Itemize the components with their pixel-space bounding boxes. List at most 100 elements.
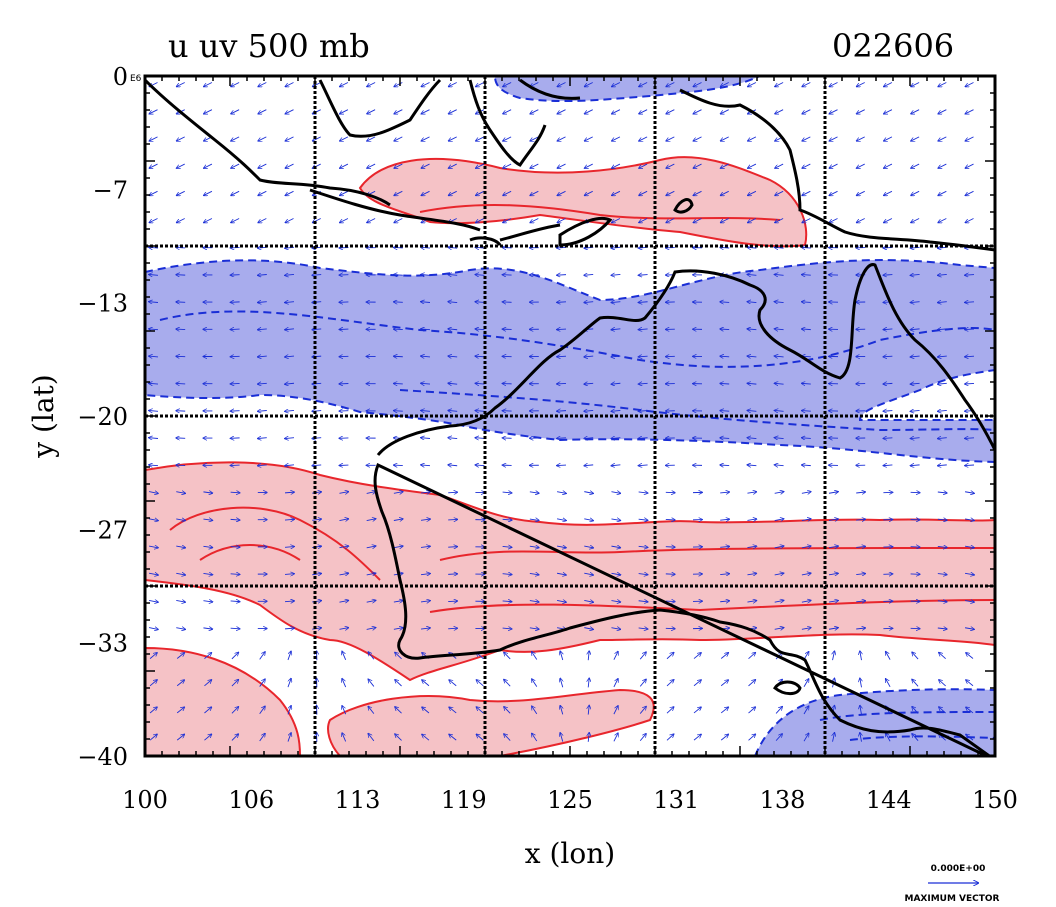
wind-vector <box>556 519 566 521</box>
wind-vector <box>529 519 539 520</box>
wind-vector <box>476 136 485 141</box>
wind-vector <box>368 734 375 742</box>
wind-vector <box>421 410 431 411</box>
wind-vector <box>720 492 729 493</box>
wind-vector <box>394 109 403 114</box>
wind-vector <box>421 109 430 114</box>
wind-vector <box>448 465 458 466</box>
wind-vector <box>693 680 701 687</box>
wind-vector <box>802 136 811 141</box>
wind-vector <box>557 163 566 168</box>
wind-vector <box>747 601 756 602</box>
wind-vector <box>556 600 566 602</box>
wind-vector <box>231 82 240 86</box>
wind-vector <box>149 218 158 222</box>
wind-vector <box>422 734 430 741</box>
wind-vector <box>638 519 648 520</box>
wind-vector <box>611 519 620 521</box>
wind-vector <box>394 190 403 195</box>
wind-vector <box>693 136 702 141</box>
wind-vector <box>285 82 294 86</box>
wind-vector <box>476 190 485 195</box>
wind-vector <box>231 163 240 168</box>
wind-vector <box>176 519 185 521</box>
wind-vector <box>856 546 865 547</box>
wind-vector <box>203 573 212 574</box>
wind-vector <box>560 679 562 688</box>
wind-vector <box>884 82 893 86</box>
wind-vector <box>666 680 674 687</box>
wind-vector <box>802 329 811 330</box>
wind-vector <box>530 190 539 195</box>
wind-vector <box>340 218 349 222</box>
wind-vector <box>666 136 675 141</box>
wind-vector <box>611 329 621 330</box>
wind-vector <box>502 546 512 547</box>
wind-vector <box>149 411 159 412</box>
wind-vector <box>801 492 811 494</box>
wind-vector <box>448 302 458 303</box>
wind-vector <box>177 190 185 195</box>
wind-vector <box>964 628 974 629</box>
wind-vector <box>557 356 567 357</box>
wind-vector <box>775 302 784 303</box>
wind-vector <box>964 601 974 602</box>
wind-vector <box>856 628 865 629</box>
wind-vector <box>747 356 757 357</box>
wind-vector <box>911 82 920 86</box>
wind-vector <box>394 218 403 222</box>
wind-vector <box>584 546 593 548</box>
wind-vector <box>259 734 265 742</box>
wind-vector <box>421 163 430 168</box>
wind-vector <box>203 546 212 547</box>
wind-vector <box>911 383 920 384</box>
wind-vector <box>747 519 756 520</box>
wind-vector <box>639 438 648 439</box>
wind-vector <box>395 680 402 687</box>
wind-vector <box>557 329 567 330</box>
wind-vector <box>176 707 184 714</box>
wind-vector <box>149 465 159 466</box>
wind-vector <box>911 465 920 466</box>
wind-vector <box>231 218 240 222</box>
wind-vector <box>775 218 784 222</box>
wind-vector <box>339 492 348 494</box>
wind-vector <box>720 574 729 575</box>
wind-vector <box>448 438 458 439</box>
wind-vector <box>368 652 375 660</box>
wind-vector <box>176 492 185 494</box>
wind-vector <box>504 707 511 714</box>
positive-contour-1 <box>169 506 995 613</box>
wind-vector <box>258 82 267 86</box>
wind-vector <box>720 411 730 412</box>
wind-vector <box>394 136 403 141</box>
wind-vector <box>448 356 458 357</box>
wind-vector <box>775 329 784 330</box>
wind-vector <box>393 519 403 521</box>
wind-vector <box>639 329 648 330</box>
wind-vector <box>748 82 757 86</box>
wind-vector <box>560 651 562 661</box>
wind-vector <box>886 733 891 742</box>
wind-vector <box>883 356 893 357</box>
wind-vector <box>176 546 185 548</box>
wind-vector <box>965 383 975 384</box>
wind-vector <box>584 600 593 602</box>
wind-vector <box>367 163 376 168</box>
wind-vector <box>860 706 862 715</box>
wind-vector <box>556 492 566 494</box>
wind-vector <box>965 190 974 195</box>
wind-vector <box>938 136 947 141</box>
wind-vector <box>912 680 919 687</box>
x-tick-label: 144 <box>866 786 912 814</box>
wind-vector <box>449 680 457 687</box>
wind-vector <box>938 383 947 384</box>
wind-vector <box>666 82 675 86</box>
wind-vector <box>287 679 291 688</box>
wind-vector <box>803 706 809 715</box>
wind-vector <box>340 163 349 168</box>
wind-vector <box>720 546 729 547</box>
x-tick-label: 138 <box>760 786 806 814</box>
wind-vector <box>313 82 321 86</box>
wind-vector <box>149 329 159 330</box>
